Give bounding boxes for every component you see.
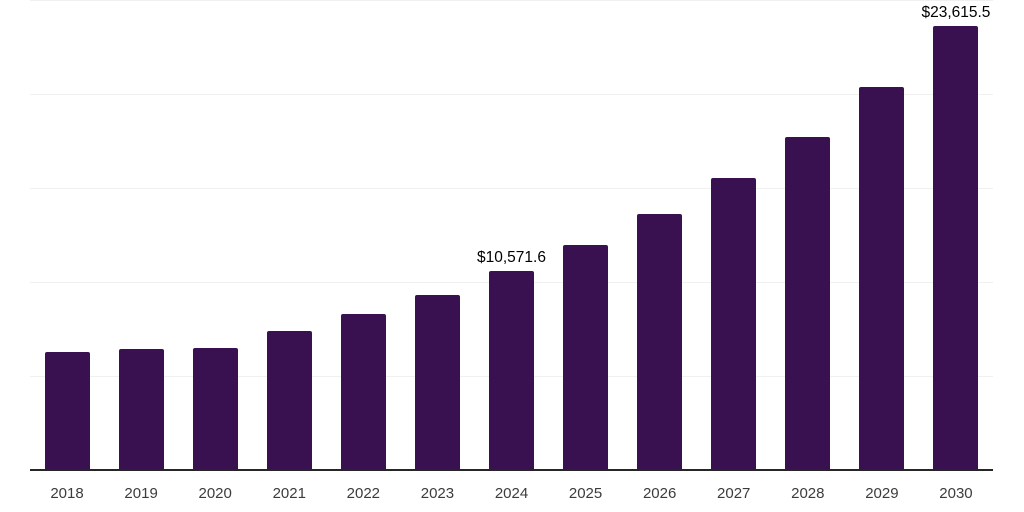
bar-2030[interactable] bbox=[933, 26, 979, 470]
x-tick-2019: 2019 bbox=[124, 485, 158, 502]
x-tick-2018: 2018 bbox=[50, 485, 84, 502]
bar-2022[interactable] bbox=[340, 314, 386, 470]
x-tick-2023: 2023 bbox=[420, 485, 455, 502]
bar-2025[interactable] bbox=[563, 244, 609, 470]
data-label-2024: $10,571.6 bbox=[477, 249, 546, 267]
bar-2026[interactable] bbox=[637, 214, 683, 470]
x-tick-2029: 2029 bbox=[865, 485, 899, 502]
x-tick-2021: 2021 bbox=[272, 485, 306, 502]
gridline bbox=[30, 94, 993, 95]
x-tick-2026: 2026 bbox=[642, 485, 677, 502]
x-tick-2022: 2022 bbox=[346, 485, 381, 502]
gridline bbox=[30, 0, 993, 1]
x-tick-2028: 2028 bbox=[791, 485, 825, 502]
bar-2029[interactable] bbox=[859, 86, 905, 470]
x-tick-2030: 2030 bbox=[939, 485, 973, 502]
bar-2020[interactable] bbox=[192, 347, 238, 470]
x-tick-2020: 2020 bbox=[198, 485, 232, 502]
bar-2024[interactable] bbox=[489, 271, 534, 470]
bar-2021[interactable] bbox=[266, 331, 312, 470]
x-axis-line bbox=[30, 469, 993, 471]
bar-2027[interactable] bbox=[711, 178, 757, 470]
gridline bbox=[30, 188, 993, 189]
data-label-2030: $23,615.5 bbox=[921, 4, 991, 22]
x-tick-2024: 2024 bbox=[494, 485, 529, 502]
bar-2019[interactable] bbox=[118, 349, 164, 470]
bar-2023[interactable] bbox=[414, 294, 460, 470]
x-tick-2027: 2027 bbox=[717, 485, 751, 502]
bar-2018[interactable] bbox=[44, 352, 90, 470]
bar-2028[interactable] bbox=[785, 136, 831, 470]
x-tick-2025: 2025 bbox=[568, 485, 603, 502]
